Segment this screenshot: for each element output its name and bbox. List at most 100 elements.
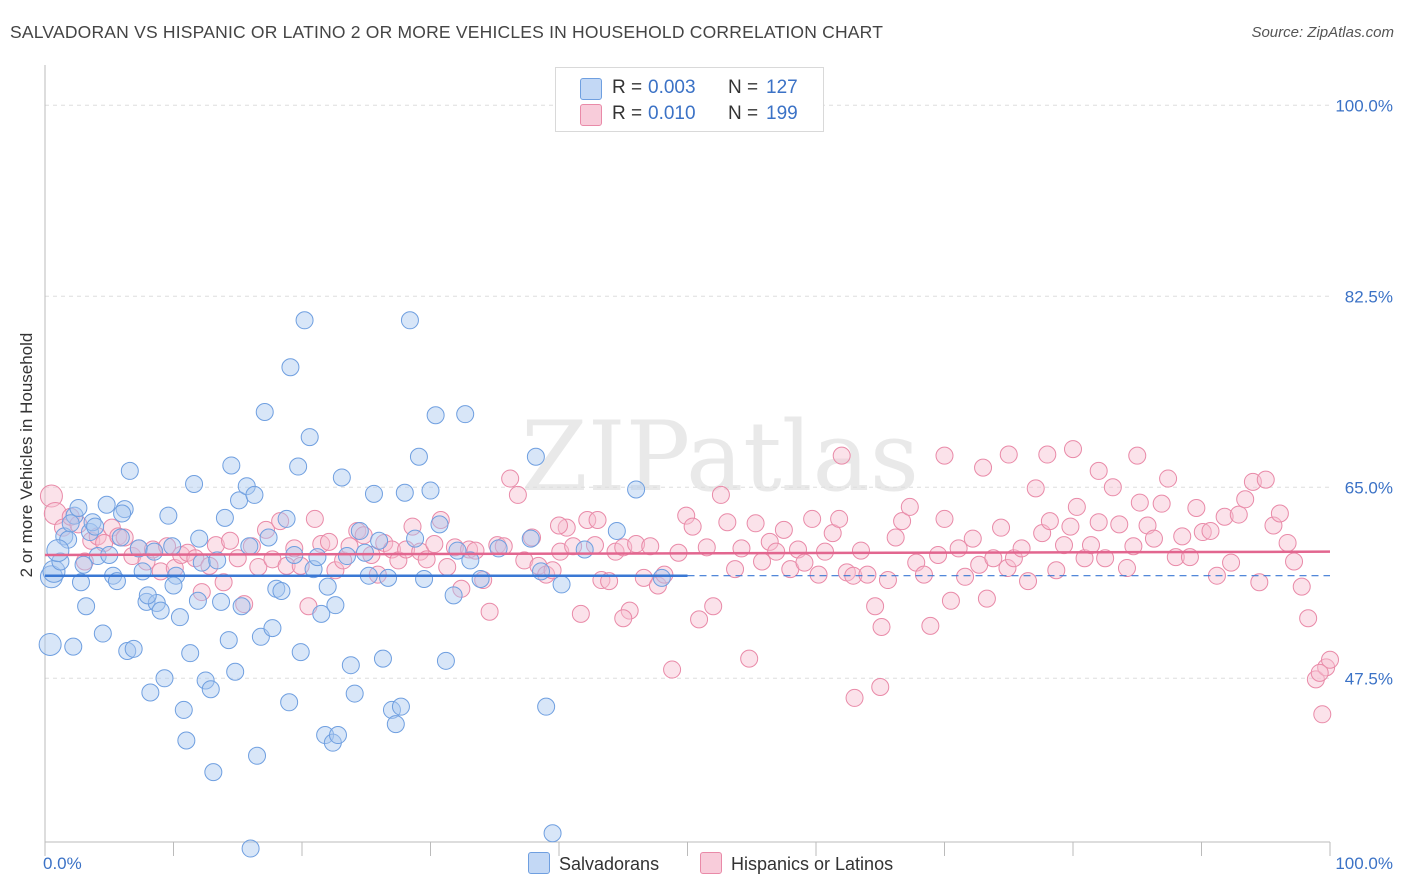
salvadorans-point [373, 649, 392, 668]
hispanics-point [704, 597, 723, 616]
hispanics-point [192, 583, 211, 602]
legend-swatch-pink [580, 104, 602, 126]
salvadorans-point [86, 517, 105, 536]
hispanics-point [1256, 470, 1275, 489]
salvadorans-point [552, 575, 571, 594]
salvadorans-point [400, 311, 419, 330]
salvadorans-point [326, 596, 345, 615]
hispanics-point [984, 549, 1003, 568]
hispanics-point [508, 485, 527, 504]
hispanics-point [1278, 533, 1297, 552]
hispanics-point [851, 541, 870, 560]
hispanics-point [893, 512, 912, 531]
hispanics-point [830, 509, 849, 528]
bottom-legend-salvadorans: Salvadorans [528, 852, 659, 875]
salvadorans-point [291, 643, 310, 662]
salvadorans-point [471, 569, 490, 588]
hispanics-point [550, 516, 568, 535]
watermark: ZIPatlas [521, 401, 919, 513]
hispanics-point [935, 446, 954, 465]
salvadorans-point [71, 573, 90, 592]
salvadorans-point [64, 637, 83, 656]
salvadorans-point [222, 456, 241, 475]
salvadorans-point [312, 604, 331, 623]
salvadorans-point [607, 521, 626, 540]
trend-lines [44, 550, 1331, 577]
hispanics-point [1026, 479, 1045, 498]
hispanics-point [438, 557, 457, 576]
salvadorans-point [281, 358, 300, 377]
hispanics-point [871, 678, 890, 697]
y-axis-label: 2 or more Vehicles in Household [17, 332, 36, 578]
hispanics-point [571, 604, 590, 623]
hispanics-point [634, 568, 653, 587]
salvadorans-point [436, 651, 455, 670]
hispanics-point [523, 528, 542, 547]
salvadorans-point [204, 763, 223, 782]
hispanics-point [1040, 512, 1059, 531]
legend-n-value: 127 [766, 77, 798, 98]
salvadorans-point [272, 581, 291, 600]
hispanics-point [1004, 549, 1023, 568]
hispanics-point [39, 484, 63, 508]
bottom-legend-label-salvadorans: Salvadorans [559, 854, 660, 874]
hispanics-point [305, 509, 324, 528]
bottom-legend-hispanics: Hispanics or Latinos [700, 852, 893, 875]
hispanics-point [1117, 559, 1136, 578]
salvadorans-point [456, 405, 475, 424]
salvadorans-point [196, 671, 215, 690]
hispanics-point [1152, 494, 1171, 513]
salvadorans-point [181, 644, 200, 663]
salvadorans-point [240, 537, 259, 556]
salvadorans-point [355, 543, 374, 562]
hispanics-point [753, 552, 772, 571]
hispanics-point [445, 538, 464, 557]
x-tick-label: 0.0% [43, 854, 82, 873]
salvadorans-point [304, 560, 323, 579]
salvadorans-point [386, 715, 405, 734]
axes [44, 65, 1331, 856]
salvadorans-point [318, 577, 337, 596]
legend-r-label: R = [612, 103, 643, 124]
hispanics-point [1229, 505, 1248, 524]
hispanics-point [614, 609, 633, 628]
salvadorans-point [219, 631, 238, 650]
hispanics-point [941, 591, 960, 610]
hispanics-point [1012, 539, 1031, 558]
salvadorans-point [185, 475, 204, 494]
salvadorans-point [259, 528, 278, 547]
hispanics-point [746, 514, 765, 533]
hispanics-point [740, 649, 759, 668]
salvadorans-point [461, 551, 480, 570]
hispanics-point [1089, 513, 1108, 532]
hispanics-point [914, 565, 933, 584]
legend-n-value: 199 [766, 103, 798, 124]
hispanics-point [886, 528, 905, 547]
hispanics-point [935, 509, 954, 528]
bottom-legend-label-hispanics: Hispanics or Latinos [731, 854, 894, 874]
salvadorans-point [391, 697, 410, 716]
salvadorans-point [232, 597, 251, 616]
series-hispanics-points [39, 440, 1339, 724]
hispanics-point [1047, 561, 1066, 580]
hispanics-point [620, 601, 639, 620]
hispanics-point [1299, 609, 1318, 628]
hispanics-point [214, 573, 233, 592]
hispanics-point [999, 445, 1018, 464]
legend-r-value: 0.010 [648, 103, 696, 124]
salvadorans-point [308, 548, 327, 567]
salvadorans-point [155, 669, 174, 688]
hispanics-point [866, 597, 885, 616]
hispanics-point [974, 458, 993, 477]
hispanics-point [726, 560, 745, 579]
salvadorans-point [337, 547, 356, 566]
salvadorans-point [627, 480, 646, 499]
salvadorans-point [141, 683, 160, 702]
salvadorans-point [159, 506, 178, 525]
salvadorans-point [575, 540, 594, 559]
hispanics-point [795, 553, 814, 572]
salvadorans-point [415, 569, 434, 588]
salvadorans-point [212, 592, 231, 611]
hispanics-point [663, 660, 682, 679]
hispanics-point [1128, 446, 1147, 465]
